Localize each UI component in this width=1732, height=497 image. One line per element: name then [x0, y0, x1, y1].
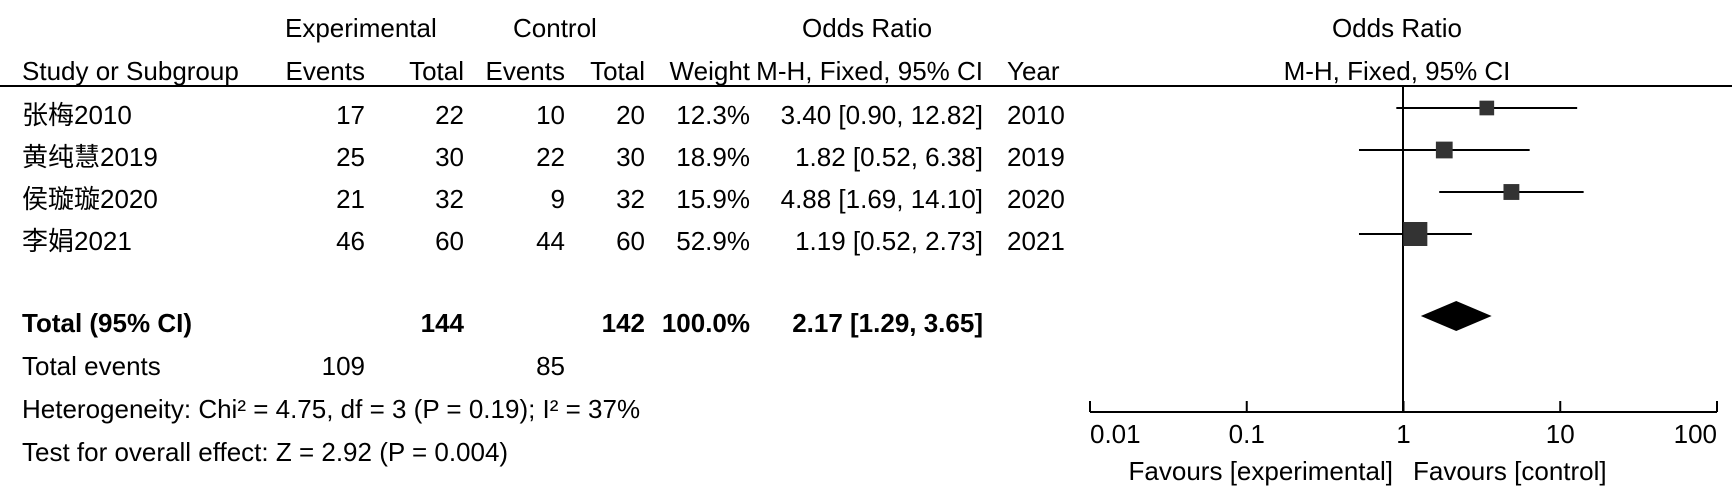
plot-marks	[1358, 100, 1584, 331]
study-weight: 15.9%	[676, 184, 750, 214]
ctl-total: 32	[616, 184, 645, 214]
header-weight: Weight	[670, 56, 751, 86]
header-exp-total: Total	[409, 56, 464, 86]
ctl-events: 9	[551, 184, 565, 214]
study-weight: 52.9%	[676, 226, 750, 256]
exp-events: 17	[336, 100, 365, 130]
study-ci: 1.19 [0.52, 2.73]	[795, 226, 983, 256]
exp-events: 25	[336, 142, 365, 172]
header-method: M-H, Fixed, 95% CI	[756, 56, 983, 86]
study-row: 黄纯慧2019 25 30 22 30 18.9% 1.82 [0.52, 6.…	[22, 142, 1065, 172]
total-events-label: Total events	[22, 351, 161, 381]
total-events-ctl: 85	[536, 351, 565, 381]
ctl-total: 30	[616, 142, 645, 172]
study-year: 2020	[1007, 184, 1065, 214]
axis-tick-label: 10	[1546, 419, 1575, 449]
total-events-exp: 109	[322, 351, 365, 381]
header-plot-method: M-H, Fixed, 95% CI	[1284, 56, 1511, 86]
point-estimate	[1503, 184, 1520, 200]
total-weight: 100.0%	[662, 308, 750, 338]
ctl-total: 60	[616, 226, 645, 256]
favours-right: Favours [control]	[1413, 456, 1607, 486]
axis-tick-label: 100	[1674, 419, 1717, 449]
axis-tick-label: 0.01	[1090, 419, 1141, 449]
study-name: 侯璇璇2020	[22, 184, 158, 214]
total-label: Total (95% CI)	[22, 308, 192, 338]
header-experimental: Experimental	[285, 13, 437, 43]
header-ctl-total: Total	[590, 56, 645, 86]
axis-tick-label: 1	[1396, 419, 1410, 449]
pooled-diamond	[1420, 301, 1492, 331]
ctl-events: 10	[536, 100, 565, 130]
ctl-events: 22	[536, 142, 565, 172]
header-odds-ratio-plot: Odds Ratio	[1332, 13, 1462, 43]
header-odds-ratio-table: Odds Ratio	[802, 13, 932, 43]
exp-events: 46	[336, 226, 365, 256]
total-exp: 144	[421, 308, 465, 338]
study-ci: 1.82 [0.52, 6.38]	[795, 142, 983, 172]
study-name: 黄纯慧2019	[22, 142, 158, 172]
exp-total: 22	[435, 100, 464, 130]
point-estimate	[1403, 222, 1428, 246]
exp-total: 60	[435, 226, 464, 256]
study-name: 李娟2021	[22, 226, 132, 256]
study-row: 侯璇璇2020 21 32 9 32 15.9% 4.88 [1.69, 14.…	[22, 184, 1065, 214]
overall-effect-text: Test for overall effect: Z = 2.92 (P = 0…	[22, 437, 508, 467]
study-row: 李娟2021 46 60 44 60 52.9% 1.19 [0.52, 2.7…	[22, 226, 1065, 256]
total-events-row: Total events 109 85	[22, 351, 565, 381]
total-row: Total (95% CI) 144 142 100.0% 2.17 [1.29…	[22, 308, 983, 338]
header-study: Study or Subgroup	[22, 56, 239, 86]
exp-total: 30	[435, 142, 464, 172]
study-ci: 3.40 [0.90, 12.82]	[781, 100, 983, 130]
study-year: 2010	[1007, 100, 1065, 130]
header-year: Year	[1007, 56, 1060, 86]
exp-events: 21	[336, 184, 365, 214]
total-ctl: 142	[602, 308, 645, 338]
study-row: 张梅2010 17 22 10 20 12.3% 3.40 [0.90, 12.…	[22, 100, 1065, 130]
axis-ticks: 0.01 0.1 1 10 100	[1089, 401, 1718, 449]
study-weight: 12.3%	[676, 100, 750, 130]
exp-total: 32	[435, 184, 464, 214]
header-exp-events: Events	[286, 56, 366, 86]
study-year: 2019	[1007, 142, 1065, 172]
ctl-events: 44	[536, 226, 565, 256]
study-year: 2021	[1007, 226, 1065, 256]
axis-tick-label: 0.1	[1229, 419, 1265, 449]
heterogeneity-text: Heterogeneity: Chi² = 4.75, df = 3 (P = …	[22, 394, 640, 424]
study-name: 张梅2010	[22, 100, 132, 130]
total-ci: 2.17 [1.29, 3.65]	[792, 308, 983, 338]
header-control: Control	[513, 13, 597, 43]
point-estimate	[1479, 100, 1495, 116]
ctl-total: 20	[616, 100, 645, 130]
header-ctl-events: Events	[486, 56, 566, 86]
point-estimate	[1435, 141, 1453, 159]
study-weight: 18.9%	[676, 142, 750, 172]
favours-left: Favours [experimental]	[1129, 456, 1393, 486]
study-ci: 4.88 [1.69, 14.10]	[781, 184, 983, 214]
